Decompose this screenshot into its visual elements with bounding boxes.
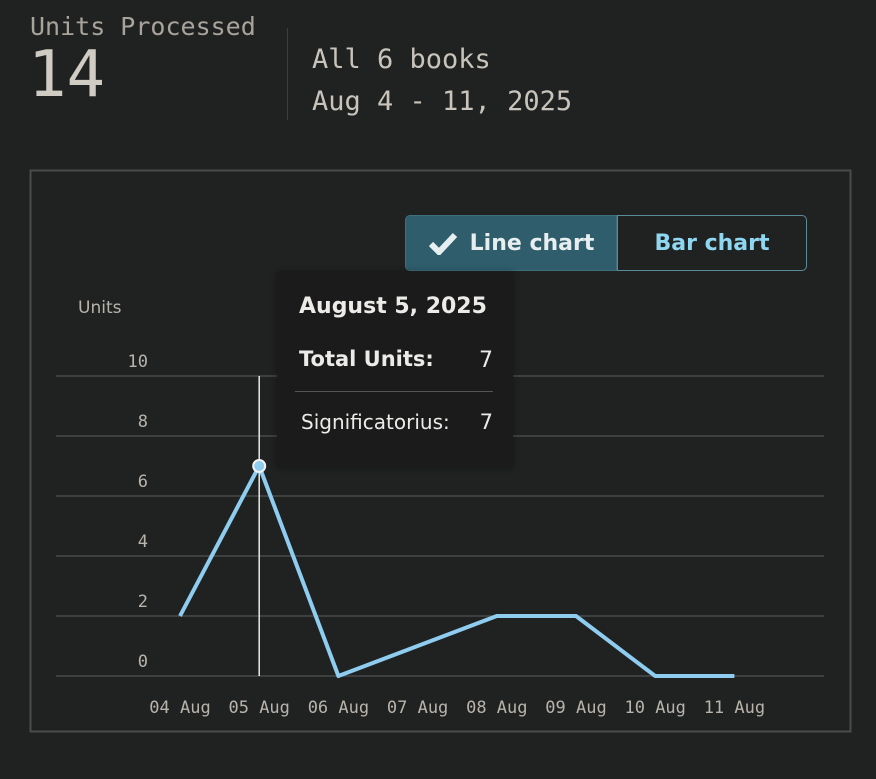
y-tick-label: 2: [138, 592, 148, 612]
y-tick-label: 4: [138, 532, 148, 552]
date-range: Aug 4 - 11, 2025: [312, 86, 573, 117]
scope: All 6 books: [312, 44, 491, 75]
y-tick-label: 6: [138, 472, 148, 492]
y-tick-label: 0: [138, 652, 148, 672]
y-tick-label: 10: [128, 352, 148, 372]
tooltip-divider: [295, 391, 493, 392]
y-tick-label: 8: [138, 412, 148, 432]
metric-label: Units Processed: [30, 12, 256, 41]
line-chart-button[interactable]: Line chart: [405, 215, 617, 271]
hover-point: [252, 459, 267, 473]
data-line: [178, 464, 735, 678]
chart-toggle: Line chart Bar chart: [405, 215, 807, 271]
x-tick-label: 08 Aug: [466, 698, 527, 718]
button-label: Bar chart: [654, 230, 770, 256]
button-label: Line chart: [469, 230, 595, 256]
x-tick-label: 04 Aug: [149, 698, 210, 718]
y-axis-label: Units: [78, 298, 122, 318]
check-icon: [428, 232, 457, 255]
x-tick-label: 11 Aug: [704, 698, 765, 718]
x-tick-label: 06 Aug: [308, 698, 369, 718]
tooltip: August 5, 2025 Total Units: 7 Significat…: [277, 272, 513, 468]
metric-value: 14: [28, 38, 106, 112]
tooltip-title: August 5, 2025: [299, 294, 487, 319]
bar-chart-button[interactable]: Bar chart: [617, 215, 807, 271]
tooltip-row-label: Significatorius:: [301, 410, 450, 434]
tooltip-total-label: Total Units:: [299, 347, 434, 371]
x-tick-label: 10 Aug: [624, 698, 685, 718]
x-tick-label: 05 Aug: [228, 698, 289, 718]
x-tick-label: 09 Aug: [545, 698, 606, 718]
chart-panel: [29, 169, 852, 733]
tooltip-total-value: 7: [479, 348, 493, 373]
tooltip-row-value: 7: [479, 410, 493, 434]
x-tick-label: 07 Aug: [387, 698, 448, 718]
divider: [287, 28, 288, 120]
